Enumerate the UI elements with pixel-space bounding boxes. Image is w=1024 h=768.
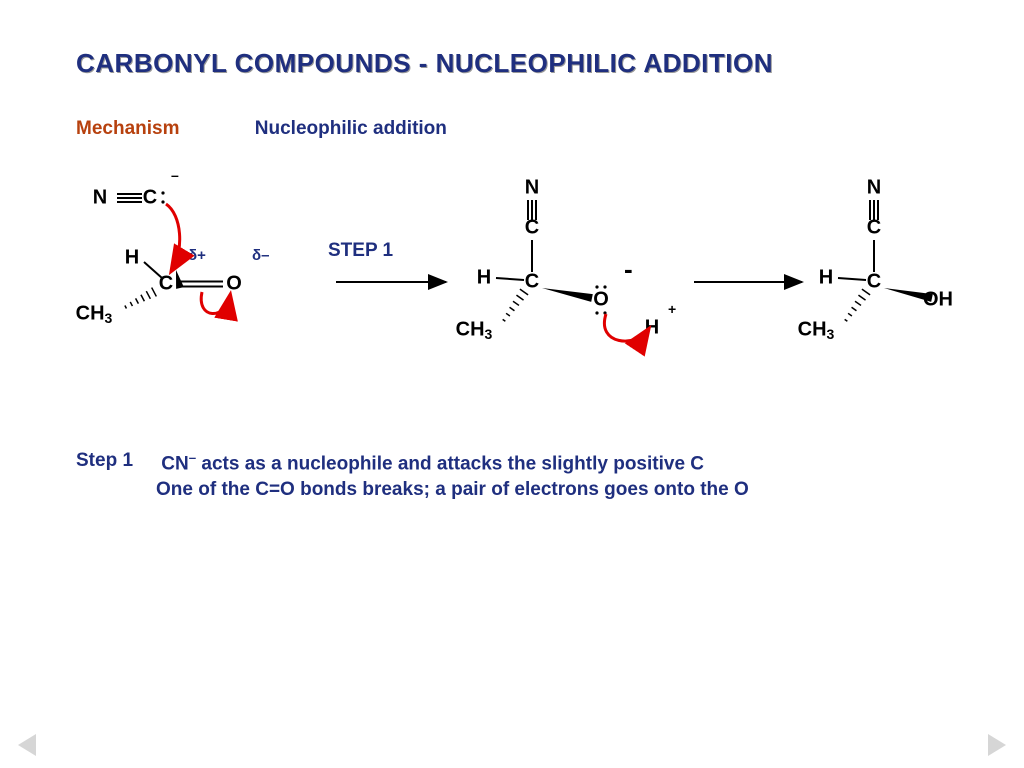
svg-text:C: C [159,272,173,294]
step-1-label: STEP 1 [328,240,393,262]
svg-text:N: N [525,176,539,198]
reaction-diagram: NC–HCOCH3δ+δ–NCCHOCH3H+-NCCHOHCH3 STEP 1 [76,170,956,370]
svg-text:OH: OH [923,288,953,310]
svg-text:C: C [867,270,881,292]
svg-text:N: N [867,176,881,198]
svg-text:H: H [645,316,659,338]
svg-text:CH3: CH3 [456,318,493,341]
svg-text:CH3: CH3 [798,318,835,341]
svg-text:+: + [668,301,676,317]
step-number: Step 1 [76,450,156,472]
svg-text:-: - [624,254,633,284]
next-slide-button[interactable] [988,734,1006,756]
svg-text:H: H [477,266,491,288]
desc-line-2: One of the C=O bonds breaks; a pair of e… [156,479,749,501]
svg-text:–: – [171,170,179,183]
step-description: Step 1 CN– acts as a nucleophile and att… [76,450,749,501]
mechanism-type: Nucleophilic addition [255,118,447,139]
prev-slide-button[interactable] [18,734,36,756]
svg-text:CH3: CH3 [76,302,113,325]
svg-text:C: C [867,216,881,238]
svg-text:δ–: δ– [252,247,269,264]
svg-text:δ+: δ+ [188,247,206,264]
svg-text:C: C [525,270,539,292]
desc-line-1: CN– acts as a nucleophile and attacks th… [161,450,704,475]
svg-text:N: N [93,186,107,208]
svg-text:H: H [125,246,139,268]
svg-text:O: O [593,288,609,310]
mechanism-svg: NC–HCOCH3δ+δ–NCCHOCH3H+-NCCHOHCH3 [76,170,956,370]
mechanism-label: Mechanism [76,118,179,139]
svg-text:H: H [819,266,833,288]
mechanism-line: Mechanism Nucleophilic addition [76,118,447,140]
svg-text:C: C [525,216,539,238]
slide-title: CARBONYL COMPOUNDS - NUCLEOPHILIC ADDITI… [76,48,773,79]
svg-text:C: C [143,186,157,208]
svg-text:O: O [226,272,242,294]
